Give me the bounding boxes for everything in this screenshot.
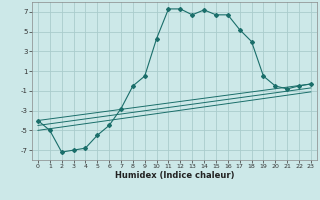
X-axis label: Humidex (Indice chaleur): Humidex (Indice chaleur) — [115, 171, 234, 180]
